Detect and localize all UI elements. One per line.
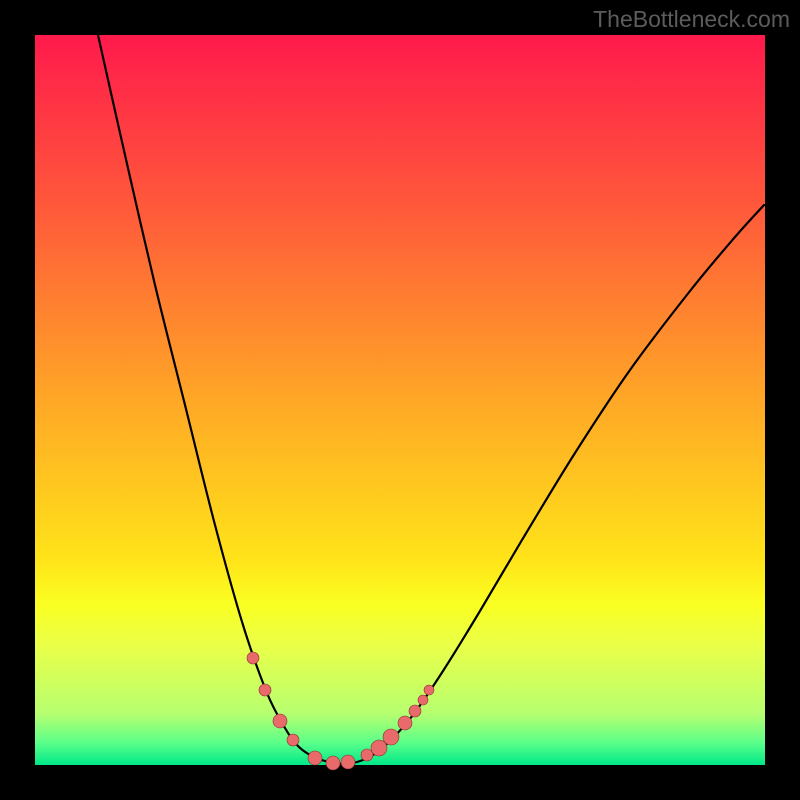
data-marker — [259, 684, 271, 696]
data-marker — [341, 755, 355, 769]
curve-layer — [0, 0, 800, 800]
data-marker — [409, 705, 421, 717]
data-marker — [383, 729, 399, 745]
chart-frame: TheBottleneck.com — [0, 0, 800, 800]
data-marker — [326, 756, 340, 770]
data-marker — [371, 740, 387, 756]
watermark-text: TheBottleneck.com — [593, 6, 790, 33]
bottleneck-curve — [98, 35, 764, 764]
data-marker — [418, 695, 428, 705]
data-marker — [287, 734, 299, 746]
data-marker — [247, 652, 259, 664]
data-marker — [424, 685, 434, 695]
data-marker — [398, 716, 412, 730]
data-marker — [273, 714, 287, 728]
data-marker — [308, 751, 322, 765]
